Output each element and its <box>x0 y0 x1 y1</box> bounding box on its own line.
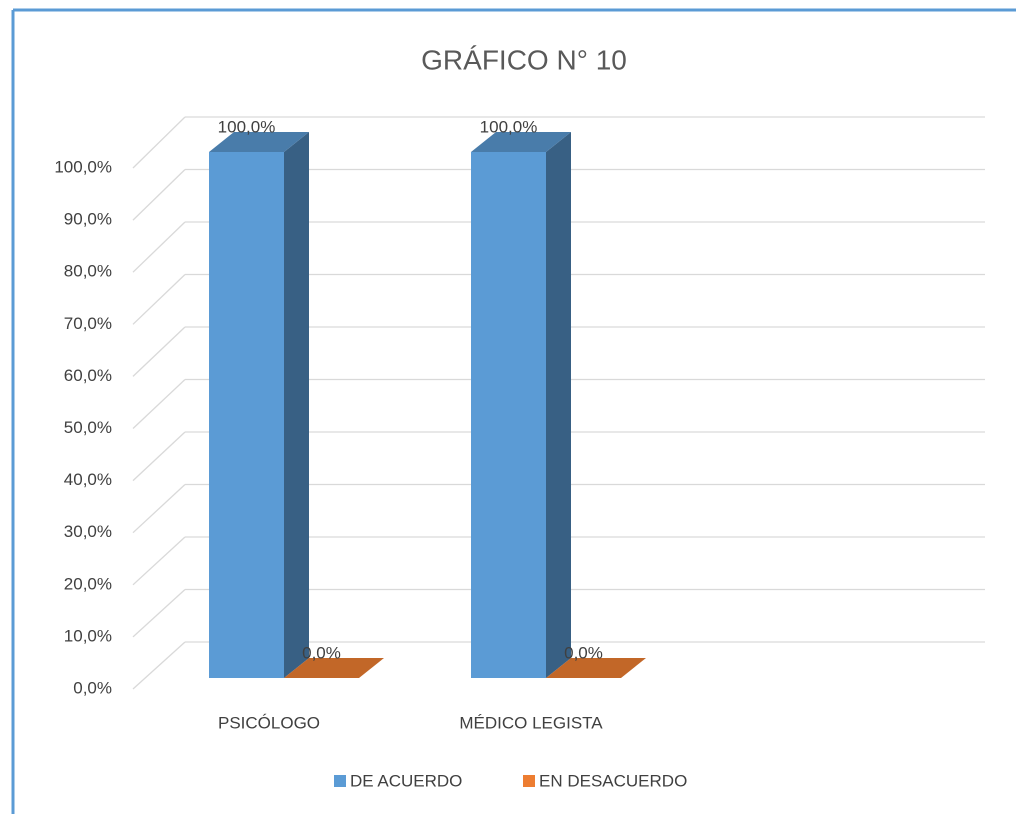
side-grid-line <box>132 484 186 534</box>
y-tick-label: 30,0% <box>64 522 112 541</box>
y-tick-label: 40,0% <box>64 470 112 489</box>
side-grid-line <box>132 221 186 273</box>
y-tick-label: 90,0% <box>64 210 112 229</box>
legend-swatch <box>523 775 535 787</box>
y-tick-label: 60,0% <box>64 366 112 385</box>
side-grid-line <box>132 116 186 169</box>
bar-top <box>471 132 571 152</box>
y-tick-label: 10,0% <box>64 626 112 645</box>
bar-side <box>284 132 309 678</box>
bar-side <box>546 132 571 678</box>
x-tick-label: MÉDICO LEGISTA <box>459 713 603 732</box>
data-label: 100,0% <box>218 117 276 136</box>
x-tick-label: PSICÓLOGO <box>218 713 320 732</box>
y-tick-label: 80,0% <box>64 262 112 281</box>
side-grid-line <box>132 379 186 429</box>
bar-front <box>209 152 284 678</box>
y-tick-label: 50,0% <box>64 418 112 437</box>
bar-top <box>546 658 646 678</box>
legend-swatch <box>334 775 346 787</box>
side-grid-line <box>132 169 186 221</box>
y-tick-label: 70,0% <box>64 314 112 333</box>
y-tick-label: 0,0% <box>73 678 112 697</box>
side-grid-line <box>132 641 186 690</box>
data-label: 0,0% <box>564 643 603 662</box>
data-label: 0,0% <box>302 643 341 662</box>
bar-top <box>284 658 384 678</box>
bar-front <box>471 152 546 678</box>
side-grid-line <box>132 431 186 482</box>
side-grid-line <box>132 536 186 586</box>
legend-label: EN DESACUERDO <box>539 771 687 790</box>
side-grid-line <box>132 326 186 377</box>
side-grid-line <box>132 589 186 638</box>
chart-title: GRÁFICO N° 10 <box>421 44 627 75</box>
bar-top <box>209 132 309 152</box>
side-grid-line <box>132 274 186 325</box>
y-tick-label: 20,0% <box>64 574 112 593</box>
data-label: 100,0% <box>480 117 538 136</box>
legend-label: DE ACUERDO <box>350 771 462 790</box>
y-tick-label: 100,0% <box>54 157 112 176</box>
